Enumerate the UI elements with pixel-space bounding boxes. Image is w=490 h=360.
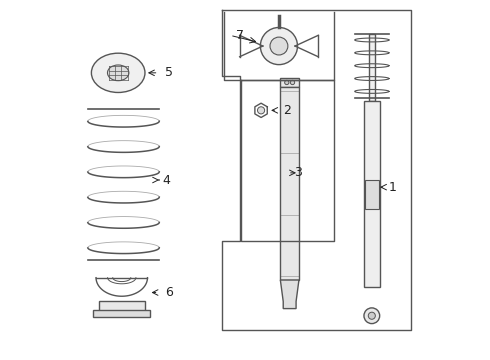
Circle shape	[285, 80, 289, 85]
Text: 6: 6	[165, 286, 173, 299]
FancyBboxPatch shape	[364, 102, 380, 287]
Circle shape	[368, 312, 375, 319]
FancyBboxPatch shape	[368, 33, 375, 102]
Text: 3: 3	[294, 166, 302, 179]
Circle shape	[270, 37, 288, 55]
Text: 1: 1	[389, 181, 397, 194]
Bar	[280, 87, 299, 280]
FancyBboxPatch shape	[98, 301, 145, 311]
Circle shape	[260, 27, 297, 64]
Ellipse shape	[107, 65, 129, 81]
Text: 4: 4	[163, 174, 171, 186]
Bar	[280, 78, 299, 87]
FancyBboxPatch shape	[93, 310, 150, 317]
Bar	[365, 180, 379, 208]
Text: 5: 5	[165, 66, 173, 79]
Circle shape	[258, 107, 265, 114]
Ellipse shape	[92, 53, 145, 93]
Circle shape	[364, 308, 380, 324]
Text: 2: 2	[284, 104, 292, 117]
Text: 7: 7	[237, 29, 245, 42]
Polygon shape	[280, 280, 299, 309]
Circle shape	[291, 80, 294, 85]
